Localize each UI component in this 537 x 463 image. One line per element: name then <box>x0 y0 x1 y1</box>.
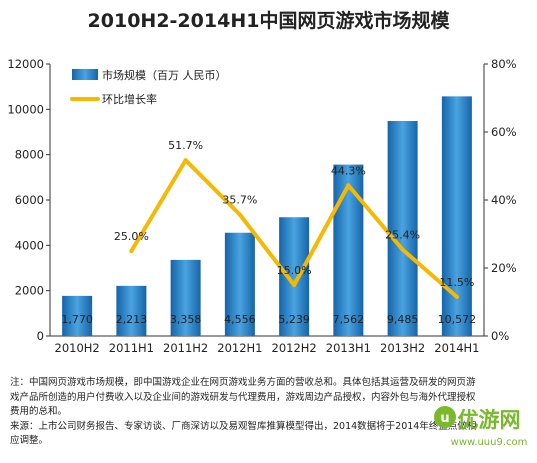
growth-rate-label: 25.4% <box>385 229 420 242</box>
growth-rate-label: 51.7% <box>168 139 203 152</box>
bar-value-label: 10,572 <box>438 313 477 326</box>
y-right-tick-label: 0% <box>491 329 509 343</box>
source-note: 来源：上市公司财务报告、专家访谈、厂商深访以及易观智库推算模型得出，2014数据… <box>10 420 477 447</box>
x-tick-label: 2013H1 <box>326 341 371 355</box>
bar <box>62 295 93 336</box>
bar <box>279 217 310 336</box>
bar <box>170 259 201 336</box>
bar-value-label: 5,239 <box>278 313 310 326</box>
chart-notes: 注：中国网页游戏市场规模，即中国游戏企业在网页游戏业务方面的营收总和。具体包括其… <box>10 376 480 449</box>
x-tick-label: 2012H2 <box>272 341 317 355</box>
y-left-tick-label: 12000 <box>7 57 44 71</box>
bar <box>441 96 472 336</box>
growth-rate-label: 35.7% <box>222 194 257 207</box>
bar-value-label: 3,358 <box>170 313 202 326</box>
growth-rate-point <box>346 183 351 188</box>
y-right-tick-label: 60% <box>491 125 517 139</box>
legend-bar-label: 市场规模（百万 人民币） <box>102 68 227 82</box>
y-left-tick-label: 0 <box>37 329 44 343</box>
x-tick-label: 2011H1 <box>109 341 154 355</box>
bar <box>387 121 418 336</box>
y-left-tick-label: 8000 <box>15 148 44 162</box>
bar-value-label: 9,485 <box>387 313 419 326</box>
watermark-text: 优游网 <box>458 408 521 432</box>
chart: 0 2000 4000 6000 8000 10000 12000 0% 20% 40% 60% 80… <box>7 57 517 355</box>
y-left-tick-label: 4000 <box>15 238 44 252</box>
legend-bar-swatch <box>72 69 98 80</box>
legend-line-label: 环比增长率 <box>102 92 157 106</box>
bar-value-label: 4,556 <box>224 313 256 326</box>
chart-title: 2010H2-2014H1中国网页游戏市场规模 <box>87 10 450 32</box>
growth-rate-label: 11.5% <box>439 276 474 289</box>
x-tick-label: 2014H1 <box>434 341 479 355</box>
growth-rate-point <box>454 294 459 299</box>
x-tick-label: 2012H1 <box>217 341 262 355</box>
growth-rate-point <box>129 249 134 253</box>
growth-rate-point <box>400 247 405 252</box>
x-tick-label: 2013H2 <box>380 341 425 355</box>
y-left-tick-label: 10000 <box>7 102 44 116</box>
bar-value-label: 2,213 <box>116 313 148 326</box>
watermark-logo: u 优游网 www.uuu9.com <box>434 406 527 448</box>
watermark-subtext: www.uuu9.com <box>451 437 527 448</box>
x-tick-label: 2010H2 <box>55 341 100 355</box>
bar-value-label: 7,562 <box>333 313 365 326</box>
bar <box>116 285 147 336</box>
bar-value-label: 1,770 <box>61 313 93 326</box>
x-tick-label: 2011H2 <box>163 341 208 355</box>
bar <box>224 232 255 336</box>
growth-rate-label: 44.3% <box>331 164 366 177</box>
y-left-tick-label: 6000 <box>15 193 44 207</box>
logo-circle-icon <box>434 406 456 428</box>
bar <box>333 164 364 336</box>
growth-rate-label: 15.0% <box>277 264 312 277</box>
y-right-tick-label: 40% <box>491 193 517 207</box>
growth-rate-point <box>183 158 188 163</box>
definition-note: 注：中国网页游戏市场规模，即中国游戏企业在网页游戏业务方面的营收总和。具体包括其… <box>10 377 476 417</box>
growth-rate-point <box>292 283 297 287</box>
growth-rate-label: 25.0% <box>114 230 149 243</box>
y-left-tick-label: 2000 <box>15 284 44 298</box>
svg-text:u: u <box>440 411 449 426</box>
growth-rate-point <box>237 212 242 217</box>
y-right-tick-label: 20% <box>491 261 517 275</box>
y-right-tick-label: 80% <box>491 57 517 71</box>
